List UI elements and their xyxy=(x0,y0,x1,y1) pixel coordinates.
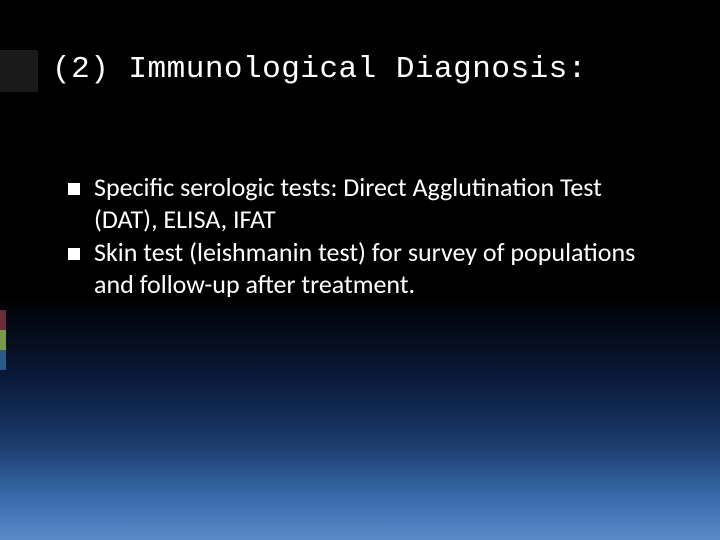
slide-title: (2) Immunological Diagnosis: xyxy=(52,52,587,87)
stripe-segment xyxy=(0,350,6,370)
content-area: Specific serologic tests: Direct Aggluti… xyxy=(68,172,660,303)
list-item: Skin test (leishmanin test) for survey o… xyxy=(68,237,660,300)
list-item: Specific serologic tests: Direct Aggluti… xyxy=(68,172,660,235)
slide: (2) Immunological Diagnosis: Specific se… xyxy=(0,0,720,540)
stripe-segment xyxy=(0,310,6,330)
accent-block xyxy=(0,50,38,92)
square-bullet-icon xyxy=(68,248,80,260)
side-color-stripe xyxy=(0,310,6,370)
title-accent-bar xyxy=(0,50,38,98)
stripe-segment xyxy=(0,330,6,350)
square-bullet-icon xyxy=(68,183,80,195)
bullet-text: Specific serologic tests: Direct Aggluti… xyxy=(94,172,660,235)
bullet-text: Skin test (leishmanin test) for survey o… xyxy=(94,237,660,300)
